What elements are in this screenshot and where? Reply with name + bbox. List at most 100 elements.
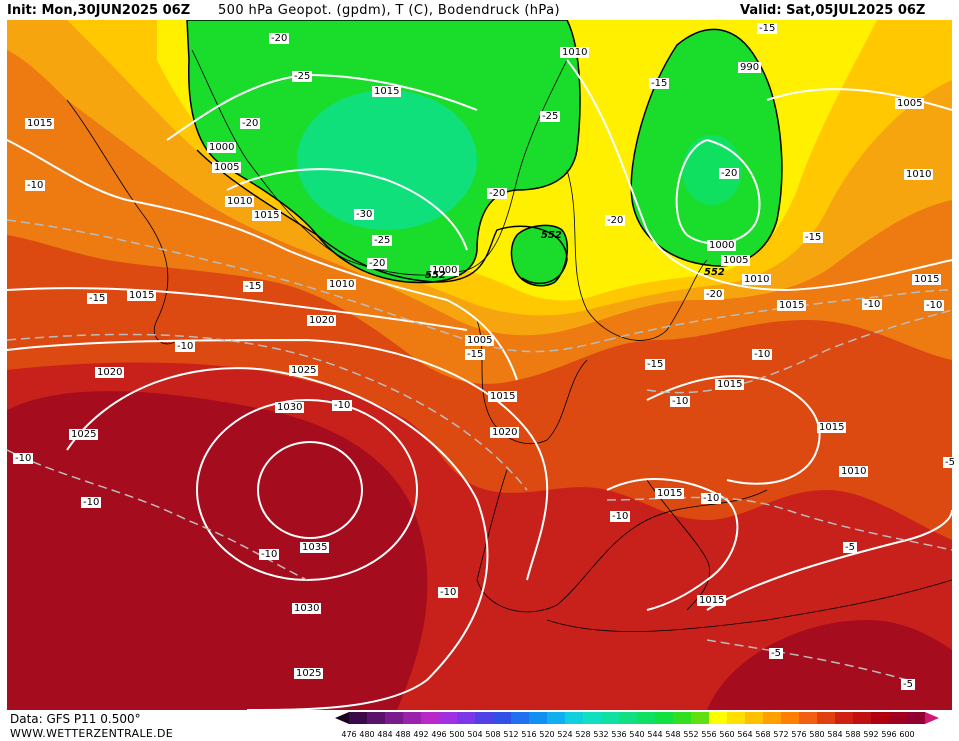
- temperature-label: -10: [862, 299, 883, 310]
- pressure-label: 1010: [904, 169, 934, 180]
- pressure-label: 1015: [372, 86, 402, 97]
- colorbar-right-arrow: [925, 712, 939, 724]
- temperature-label: -10: [752, 349, 773, 360]
- colorbar-tick-label: 564: [737, 730, 752, 739]
- temperature-label: -10: [438, 587, 459, 598]
- valid-time-label: Valid: Sat,05JUL2025 06Z: [740, 3, 926, 18]
- pressure-label: 1010: [327, 279, 357, 290]
- colorbar-tick-label: 532: [593, 730, 608, 739]
- temperature-label: -20: [269, 33, 290, 44]
- colorbar-tick-label: 592: [863, 730, 878, 739]
- pressure-label: 1020: [307, 315, 337, 326]
- temperature-label: -10: [924, 300, 945, 311]
- temperature-label: -25: [372, 235, 393, 246]
- pressure-label: 1015: [655, 488, 685, 499]
- colorbar-tick-label: 528: [575, 730, 590, 739]
- pressure-label: 1000: [430, 265, 460, 276]
- temperature-label: -5: [843, 542, 857, 553]
- map-header: Init: Mon,30JUN2025 06Z 500 hPa Geopot. …: [0, 0, 959, 22]
- colorbar-swatch: [835, 712, 853, 724]
- colorbar-tick-label: 568: [755, 730, 770, 739]
- colorbar-tick-label: 508: [485, 730, 500, 739]
- map-title: 500 hPa Geopot. (gpdm), T (C), Bodendruc…: [218, 3, 560, 18]
- temperature-label: -20: [704, 289, 725, 300]
- colorbar-tick-label: 520: [539, 730, 554, 739]
- pressure-label: 1020: [95, 367, 125, 378]
- geopot-label: 552: [541, 230, 562, 241]
- colorbar-swatch: [745, 712, 763, 724]
- temperature-label: -20: [367, 258, 388, 269]
- pressure-label: 1030: [275, 402, 305, 413]
- colorbar-swatch: [421, 712, 439, 724]
- colorbar-swatch: [529, 712, 547, 724]
- pressure-label: 1025: [294, 668, 324, 679]
- pressure-label: 1010: [560, 47, 590, 58]
- colorbar-swatch: [475, 712, 493, 724]
- colorbar-tick-label: 552: [683, 730, 698, 739]
- colorbar-tick-label: 516: [521, 730, 536, 739]
- colorbar-swatch: [907, 712, 925, 724]
- pressure-label: 1015: [715, 379, 745, 390]
- pressure-label: 1015: [817, 422, 847, 433]
- colorbar-swatch: [385, 712, 403, 724]
- colorbar-tick-label: 504: [467, 730, 482, 739]
- pressure-label: 1025: [69, 429, 99, 440]
- green-core-norway: [510, 224, 569, 287]
- pressure-label: 1030: [292, 603, 322, 614]
- colorbar-swatch: [799, 712, 817, 724]
- map-footer: Data: GFS P11 0.500° WWW.WETTERZENTRALE.…: [0, 710, 959, 741]
- temperature-label: -20: [487, 188, 508, 199]
- band-deep-red: [7, 391, 428, 710]
- temperature-label: -15: [465, 349, 486, 360]
- colorbar-swatch: [871, 712, 889, 724]
- temperature-label: -25: [540, 111, 561, 122]
- colorbar-swatch: [817, 712, 835, 724]
- colorbar-tick-label: 476: [341, 730, 356, 739]
- colorbar-swatch: [727, 712, 745, 724]
- temperature-label: -10: [81, 497, 102, 508]
- pressure-label: 1015: [25, 118, 55, 129]
- temperature-label: -10: [13, 453, 34, 464]
- colorbar-swatch: [403, 712, 421, 724]
- colorbar-swatch: [889, 712, 907, 724]
- pressure-label: 1020: [490, 427, 520, 438]
- temperature-label: -10: [259, 549, 280, 560]
- pressure-label: 1000: [207, 142, 237, 153]
- isotherms: [7, 219, 952, 681]
- colorbar-tick-label: 600: [899, 730, 914, 739]
- pressure-label: 1015: [912, 274, 942, 285]
- source-url: WWW.WETTERZENTRALE.DE: [10, 727, 173, 740]
- colorbar-tick-label: 500: [449, 730, 464, 739]
- temperature-label: -10: [25, 180, 46, 191]
- teal-center-scandinavia: [682, 135, 742, 205]
- temperature-label: -15: [649, 78, 670, 89]
- data-source-label: Data: GFS P11 0.500°: [10, 712, 141, 726]
- colorbar-tick-label: 480: [359, 730, 374, 739]
- pressure-label: 1015: [252, 210, 282, 221]
- temperature-label: -10: [332, 400, 353, 411]
- colorbar-tick-label: 524: [557, 730, 572, 739]
- colorbar-swatch: [781, 712, 799, 724]
- pressure-label: 1025: [289, 365, 319, 376]
- geopot-label: 552: [704, 267, 725, 278]
- geopot-label: 552: [425, 270, 446, 281]
- colorbar-swatch: [673, 712, 691, 724]
- colorbar-tick-label: 588: [845, 730, 860, 739]
- colorbar-swatch: [565, 712, 583, 724]
- colorbar: 476 480 484 488 492 496 500 504 508 512 516 520 524 5…: [335, 712, 939, 739]
- colorbar-tick-label: 596: [881, 730, 896, 739]
- colorbar-swatch: [583, 712, 601, 724]
- colorbar-tick-label: 540: [629, 730, 644, 739]
- colorbar-tick-label: 572: [773, 730, 788, 739]
- contour-552: [196, 149, 568, 285]
- colorbar-tick-label: 488: [395, 730, 410, 739]
- colorbar-tick-label: 536: [611, 730, 626, 739]
- pressure-label: 1005: [721, 255, 751, 266]
- colorbar-tick-label: 484: [377, 730, 392, 739]
- colorbar-swatch: [457, 712, 475, 724]
- colorbar-swatch: [853, 712, 871, 724]
- temperature-label: -15: [757, 23, 778, 34]
- colorbar-swatch: [547, 712, 565, 724]
- pressure-label: 1015: [777, 300, 807, 311]
- temperature-label: -10: [701, 493, 722, 504]
